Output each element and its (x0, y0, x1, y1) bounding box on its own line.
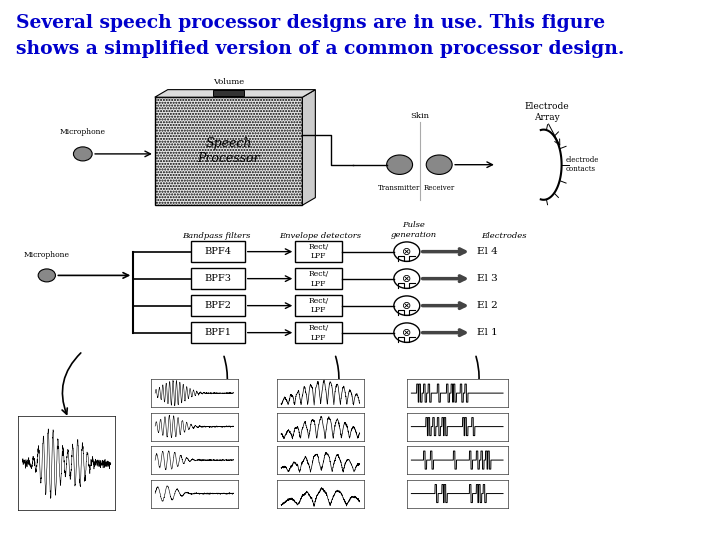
Text: El 4: El 4 (477, 247, 498, 256)
Circle shape (387, 155, 413, 174)
Text: ⊗: ⊗ (402, 274, 412, 284)
Circle shape (394, 269, 420, 288)
Text: Microphone: Microphone (60, 128, 106, 136)
Text: BPF4: BPF4 (204, 247, 231, 256)
Bar (295, 295, 342, 316)
Circle shape (394, 242, 420, 261)
Text: El 3: El 3 (477, 274, 498, 283)
Text: shows a simplified version of a common processor design.: shows a simplified version of a common p… (16, 40, 624, 58)
Bar (155, 97, 302, 205)
Text: Microphone: Microphone (24, 251, 70, 259)
Text: Volume: Volume (213, 78, 244, 86)
Text: Electrode
Array: Electrode Array (525, 102, 570, 122)
Text: LPF: LPF (311, 253, 326, 260)
Bar (295, 241, 342, 262)
Text: LPF: LPF (311, 307, 326, 314)
Circle shape (394, 296, 420, 315)
Text: Skin: Skin (410, 112, 429, 120)
Bar (191, 241, 245, 262)
Text: Envelope detectors: Envelope detectors (279, 232, 361, 240)
Text: LPF: LPF (311, 334, 326, 341)
Bar (191, 268, 245, 289)
Text: Rect/: Rect/ (308, 297, 329, 305)
Text: Transmitter: Transmitter (379, 184, 420, 192)
Text: Speech
Processor: Speech Processor (197, 137, 260, 165)
Circle shape (38, 269, 55, 282)
Text: Rect/: Rect/ (308, 243, 329, 251)
Circle shape (73, 147, 92, 161)
Text: ⊗: ⊗ (402, 328, 412, 338)
Bar (191, 322, 245, 343)
Text: Rect/: Rect/ (308, 270, 329, 278)
Text: Pulse
generation: Pulse generation (390, 221, 436, 239)
Text: BPF3: BPF3 (204, 274, 231, 283)
Text: BPF2: BPF2 (204, 301, 231, 310)
Text: LPF: LPF (311, 280, 326, 287)
Text: ⊗: ⊗ (402, 247, 412, 256)
Polygon shape (302, 90, 315, 205)
Text: Several speech processor designs are in use. This figure: Several speech processor designs are in … (16, 14, 605, 31)
Polygon shape (155, 90, 315, 97)
Text: El 2: El 2 (477, 301, 498, 310)
Bar (213, 90, 244, 96)
Text: Electrodes: Electrodes (481, 232, 527, 240)
Bar (191, 295, 245, 316)
Circle shape (426, 155, 452, 174)
Text: ⊗: ⊗ (402, 301, 412, 310)
Text: Bandpass filters: Bandpass filters (182, 232, 250, 240)
Text: Receiver: Receiver (423, 184, 455, 192)
Bar (295, 268, 342, 289)
Circle shape (394, 323, 420, 342)
Text: Rect/: Rect/ (308, 324, 329, 332)
Text: electrode
contacts: electrode contacts (565, 156, 598, 173)
Text: El 1: El 1 (477, 328, 498, 337)
Text: BPF1: BPF1 (204, 328, 231, 337)
Bar (295, 322, 342, 343)
